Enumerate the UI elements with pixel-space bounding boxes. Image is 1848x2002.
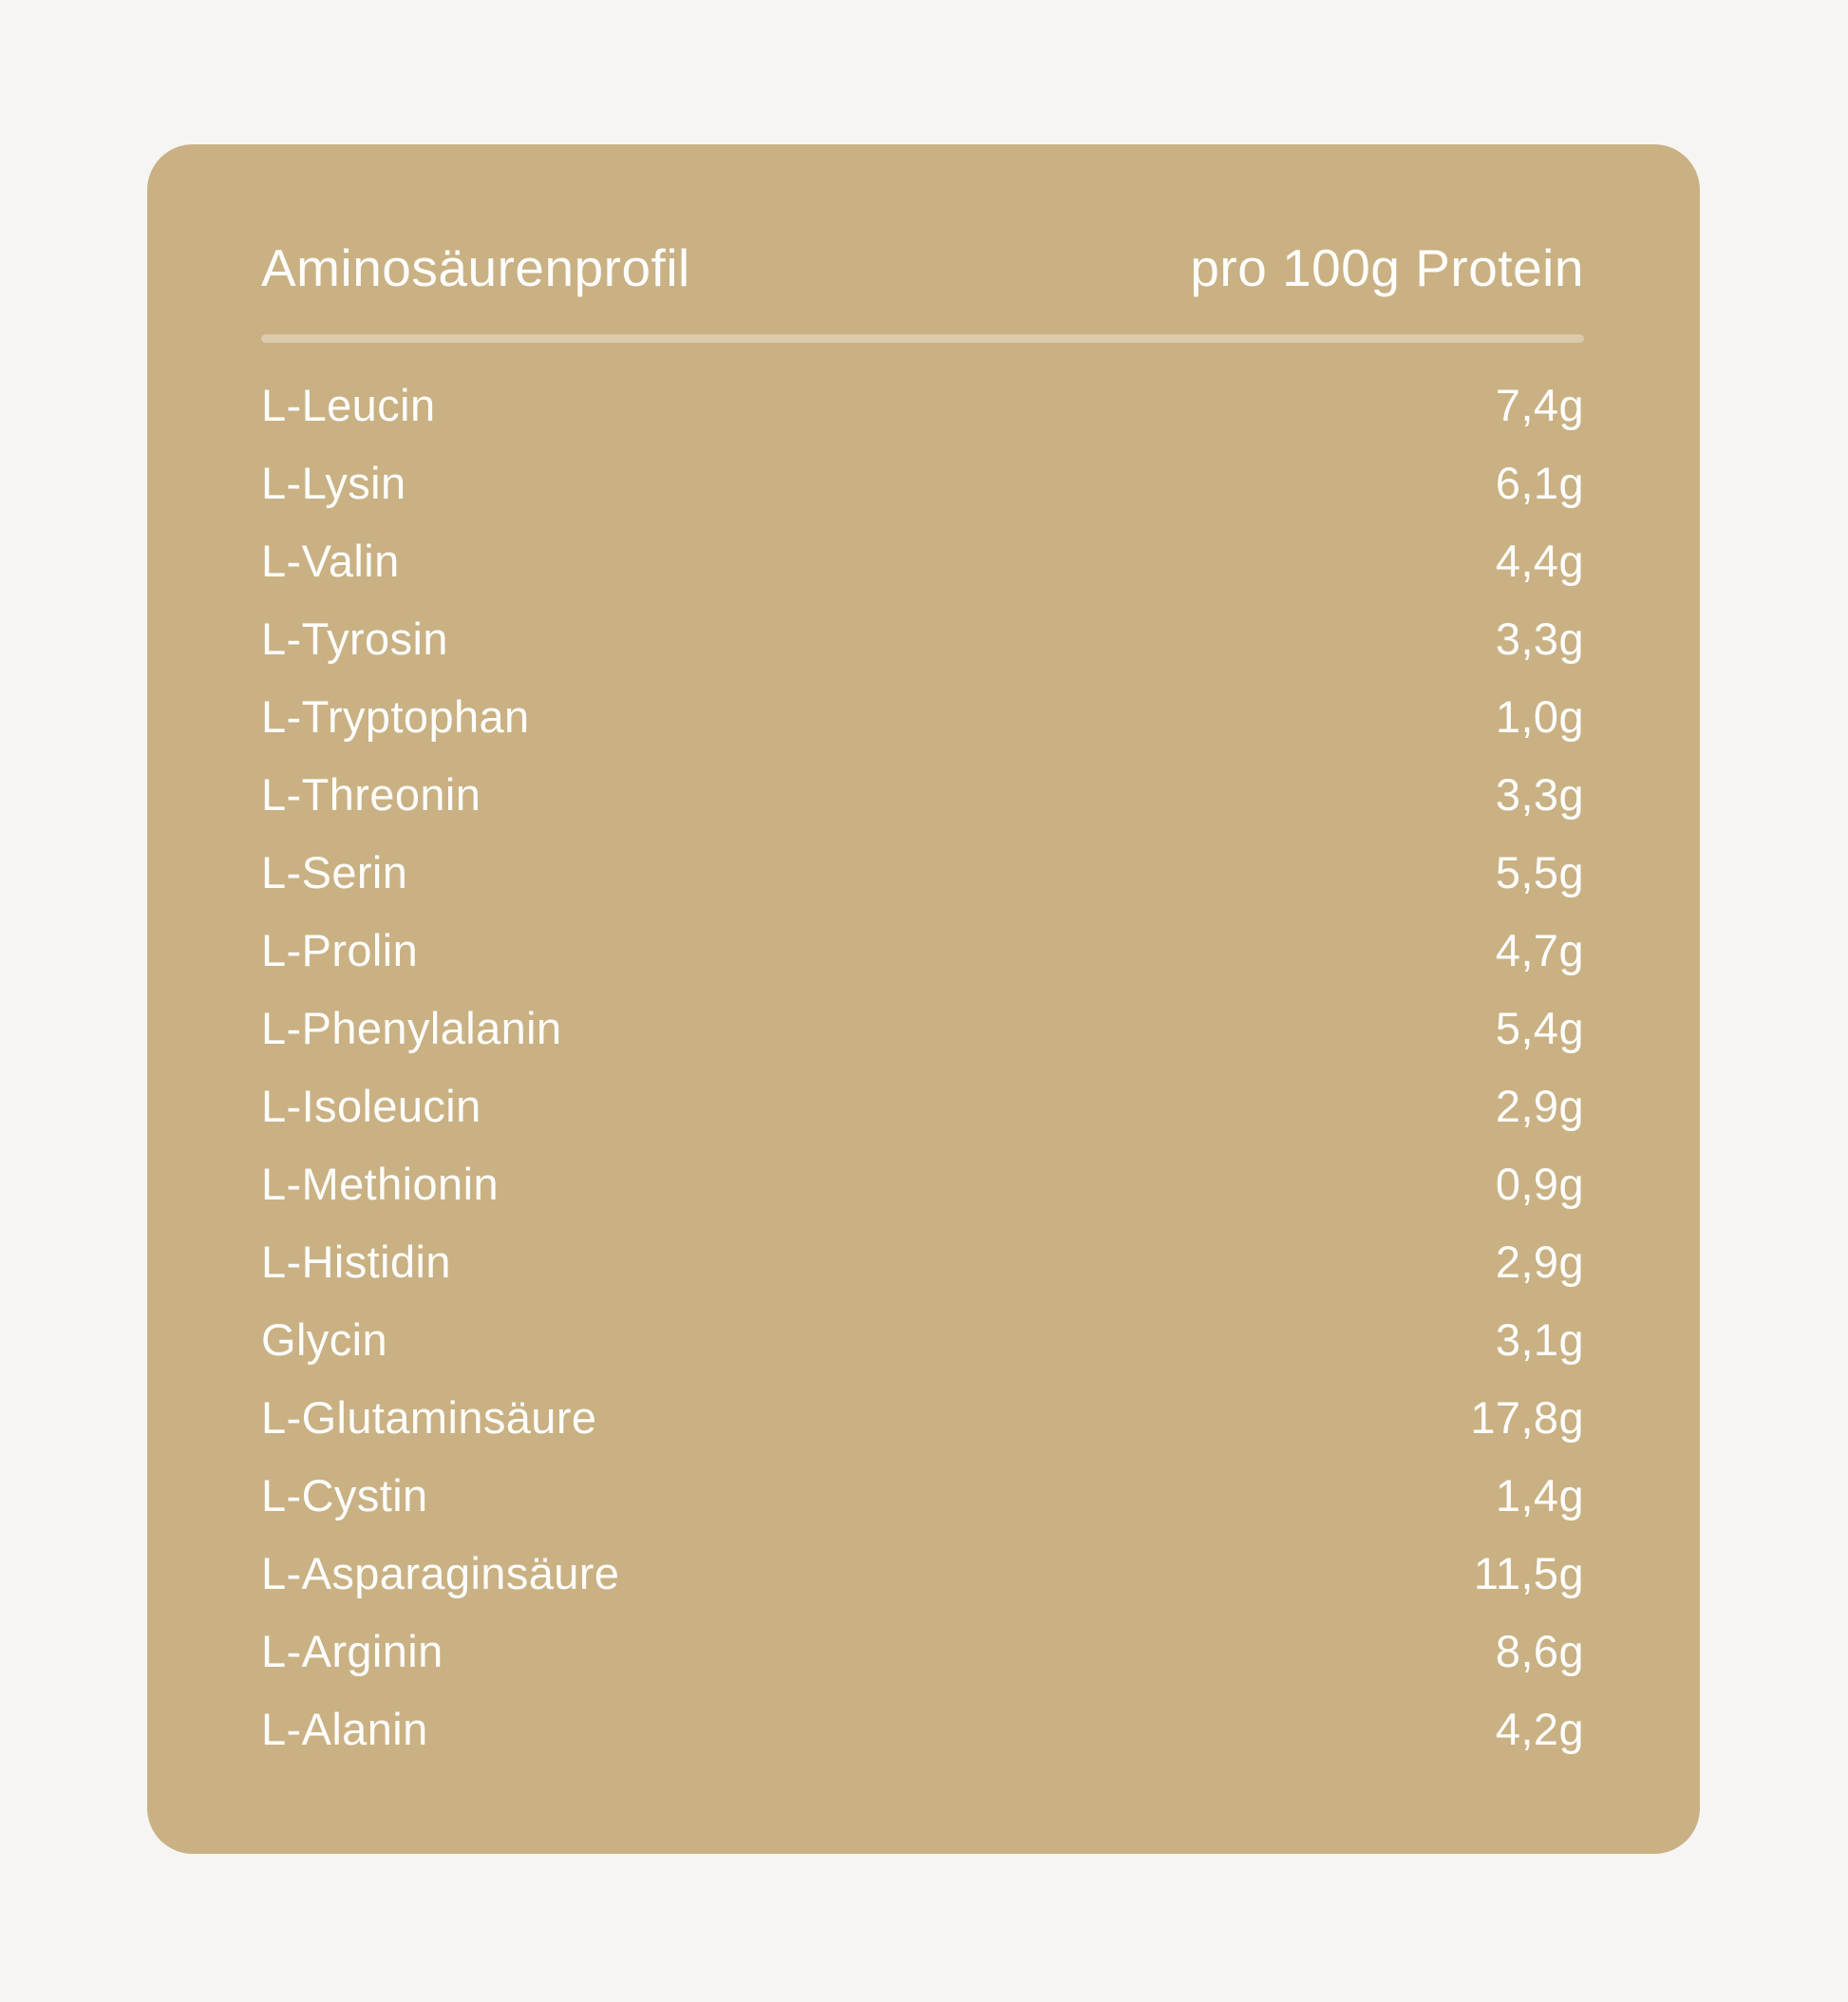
- table-row: L-Tryptophan 1,0g: [261, 678, 1584, 756]
- amino-acid-name: L-Leucin: [261, 379, 436, 430]
- table-title: Aminosäurenprofil: [261, 238, 690, 297]
- amino-acid-name: L-Phenylalanin: [261, 1002, 562, 1053]
- amino-acid-name: L-Serin: [261, 846, 408, 897]
- amino-acid-name: L-Cystin: [261, 1469, 428, 1520]
- table-row: L-Arginin 8,6g: [261, 1613, 1584, 1690]
- amino-acid-value: 6,1g: [1495, 457, 1584, 508]
- amino-acid-value: 5,4g: [1495, 1002, 1584, 1053]
- table-header: Aminosäurenprofil pro 100g Protein: [261, 238, 1584, 297]
- table-row: L-Cystin 1,4g: [261, 1457, 1584, 1535]
- table-row: L-Valin 4,4g: [261, 522, 1584, 600]
- table-row: L-Isoleucin 2,9g: [261, 1067, 1584, 1145]
- amino-acid-value: 17,8g: [1470, 1391, 1584, 1443]
- table-row: L-Serin 5,5g: [261, 834, 1584, 912]
- amino-acid-value: 3,3g: [1495, 613, 1584, 664]
- amino-acid-name: L-Arginin: [261, 1625, 443, 1676]
- table-row: L-Lysin 6,1g: [261, 444, 1584, 522]
- amino-acid-name: L-Isoleucin: [261, 1080, 481, 1131]
- amino-acid-name: L-Asparaginsäure: [261, 1547, 620, 1598]
- table-row: L-Glutaminsäure 17,8g: [261, 1379, 1584, 1457]
- amino-acid-value: 4,4g: [1495, 535, 1584, 586]
- amino-acid-name: L-Lysin: [261, 457, 406, 508]
- amino-acid-name: L-Alanin: [261, 1703, 428, 1754]
- amino-acid-value: 4,2g: [1495, 1703, 1584, 1754]
- table-row: L-Leucin 7,4g: [261, 367, 1584, 444]
- amino-acid-value: 3,1g: [1495, 1313, 1584, 1365]
- amino-acid-table: L-Leucin 7,4g L-Lysin 6,1g L-Valin 4,4g …: [261, 367, 1584, 1768]
- amino-acid-value: 4,7g: [1495, 924, 1584, 975]
- amino-acid-name: L-Histidin: [261, 1236, 451, 1287]
- amino-acid-value: 1,0g: [1495, 690, 1584, 742]
- table-row: L-Tyrosin 3,3g: [261, 600, 1584, 678]
- header-divider: [261, 333, 1584, 343]
- amino-acid-value: 7,4g: [1495, 379, 1584, 430]
- amino-acid-value: 0,9g: [1495, 1158, 1584, 1209]
- amino-acid-value: 11,5g: [1473, 1547, 1584, 1598]
- amino-acid-name: L-Prolin: [261, 924, 419, 975]
- amino-acid-name: L-Methionin: [261, 1158, 499, 1209]
- amino-acid-value: 2,9g: [1495, 1080, 1584, 1131]
- amino-acid-profile-card: Aminosäurenprofil pro 100g Protein L-Leu…: [147, 144, 1700, 1854]
- table-row: L-Threonin 3,3g: [261, 756, 1584, 834]
- amino-acid-name: L-Threonin: [261, 768, 481, 820]
- table-row: Glycin 3,1g: [261, 1301, 1584, 1379]
- table-row: L-Prolin 4,7g: [261, 912, 1584, 990]
- table-row: L-Histidin 2,9g: [261, 1223, 1584, 1301]
- table-row: L-Alanin 4,2g: [261, 1690, 1584, 1768]
- amino-acid-name: L-Tryptophan: [261, 690, 530, 742]
- amino-acid-name: L-Valin: [261, 535, 400, 586]
- amino-acid-value: 1,4g: [1495, 1469, 1584, 1520]
- table-row: L-Phenylalanin 5,4g: [261, 990, 1584, 1067]
- amino-acid-value: 5,5g: [1495, 846, 1584, 897]
- amino-acid-value: 2,9g: [1495, 1236, 1584, 1287]
- amino-acid-value: 8,6g: [1495, 1625, 1584, 1676]
- amino-acid-name: Glycin: [261, 1313, 387, 1365]
- table-row: L-Methionin 0,9g: [261, 1145, 1584, 1223]
- amino-acid-name: L-Glutaminsäure: [261, 1391, 597, 1443]
- amino-acid-name: L-Tyrosin: [261, 613, 448, 664]
- table-unit-label: pro 100g Protein: [1190, 238, 1584, 297]
- table-row: L-Asparaginsäure 11,5g: [261, 1535, 1584, 1613]
- amino-acid-value: 3,3g: [1495, 768, 1584, 820]
